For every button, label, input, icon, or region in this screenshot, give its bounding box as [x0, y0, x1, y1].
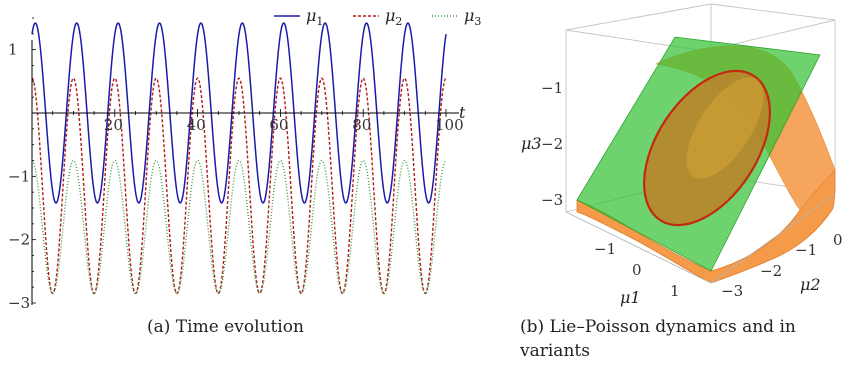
- x-tick-label: 80: [352, 116, 371, 134]
- y-tick-label: −1: [8, 167, 30, 185]
- caption-left: (a) Time evolution: [147, 317, 304, 337]
- y-axis: −3 −2 −1 0 μ2: [721, 231, 843, 300]
- z-tick-label: −3: [541, 191, 563, 209]
- series-line-μ3: [31, 159, 447, 295]
- y-tick-label: −3: [8, 294, 30, 312]
- x-tick-label: 40: [187, 116, 206, 134]
- x-axis-label: μ1: [620, 288, 641, 307]
- y-tick-label: 0: [833, 231, 843, 249]
- x-axis: −1 0 1 μ1: [594, 240, 680, 307]
- series-line-μ1: [31, 22, 447, 204]
- caption-right-line2: variants: [520, 341, 590, 361]
- x-tick-label: −1: [594, 240, 616, 258]
- z-axis: −1 −2 −3 μ3: [521, 79, 563, 209]
- z-tick-label: −1: [541, 79, 563, 97]
- y-tick-label: −2: [760, 262, 782, 280]
- y-tick-label: −3: [721, 282, 743, 300]
- x-tick-label: 60: [269, 116, 288, 134]
- parabolic-surface: [576, 168, 836, 284]
- y-axis-label: μ2: [800, 275, 821, 294]
- z-axis-label-text: μ3: [521, 134, 542, 153]
- series-line-μ2: [31, 77, 447, 295]
- legend-label-μ2: μ2: [385, 6, 402, 28]
- y-tick-label: −2: [8, 231, 30, 249]
- x-tick-label: 20: [104, 116, 123, 134]
- caption-right-line1: (b) Lie–Poisson dynamics and in: [520, 317, 796, 337]
- x-axis-label: t: [459, 103, 466, 122]
- lie-poisson-3d-plot: −1 −2 −3 μ3 −1 0 1 μ1 −3 −2 −1 0 μ2: [521, 3, 843, 307]
- legend-label-μ3: μ3: [464, 6, 481, 28]
- legend-label-μ1: μ1: [306, 6, 323, 28]
- x-tick-label: 1: [670, 282, 680, 300]
- y-tick-label: 1: [8, 41, 18, 59]
- x-tick-label: 0: [632, 261, 642, 279]
- series-layer: [31, 22, 447, 295]
- bounding-box-front: [565, 193, 836, 284]
- y-tick-label: −1: [795, 241, 817, 259]
- legend: μ1 μ2 μ3: [274, 6, 481, 28]
- ellipse-highlight: [686, 77, 764, 179]
- z-axis-label: μ3: [521, 134, 542, 153]
- z-tick-label: −2: [541, 135, 563, 153]
- x-tick-label: 100: [435, 116, 464, 134]
